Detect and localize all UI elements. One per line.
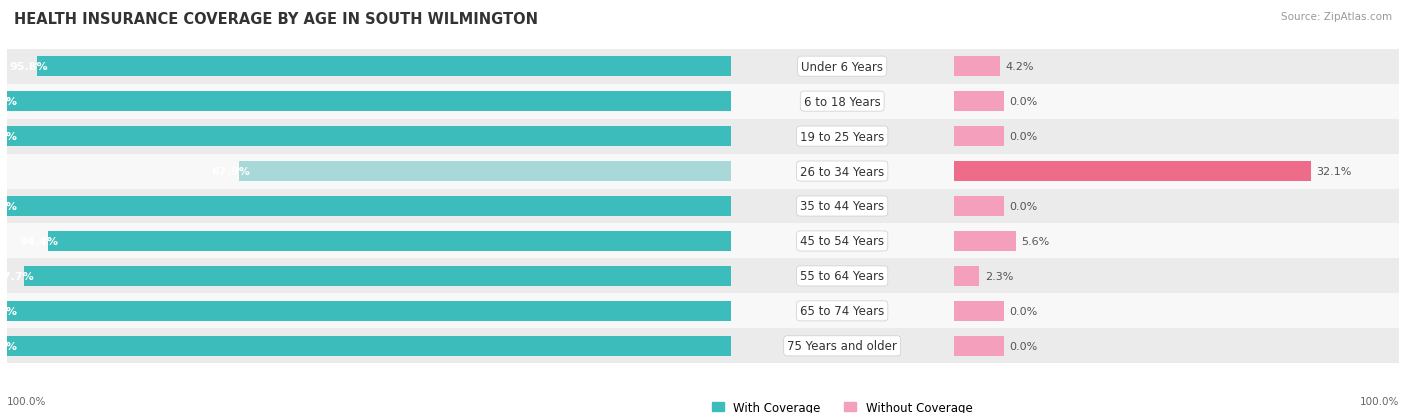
- Bar: [953, 259, 1399, 294]
- Text: 100.0%: 100.0%: [1360, 396, 1399, 406]
- Text: 75 Years and older: 75 Years and older: [787, 339, 897, 352]
- Text: 100.0%: 100.0%: [0, 306, 18, 316]
- Bar: [953, 57, 1000, 77]
- Bar: [953, 224, 1399, 259]
- Text: 100.0%: 100.0%: [0, 202, 18, 211]
- Bar: [953, 127, 1004, 147]
- Bar: [953, 266, 979, 286]
- Text: 0.0%: 0.0%: [1010, 202, 1038, 211]
- Text: 4.2%: 4.2%: [1005, 62, 1035, 72]
- Bar: [953, 294, 1399, 329]
- Bar: [7, 294, 731, 329]
- Bar: [953, 197, 1004, 216]
- Text: 0.0%: 0.0%: [1010, 97, 1038, 107]
- Text: 0.0%: 0.0%: [1010, 306, 1038, 316]
- Bar: [731, 154, 953, 189]
- Text: 100.0%: 100.0%: [7, 396, 46, 406]
- Text: 45 to 54 Years: 45 to 54 Years: [800, 235, 884, 248]
- Bar: [731, 329, 953, 363]
- Bar: [7, 197, 731, 216]
- Bar: [7, 92, 731, 112]
- Text: 67.9%: 67.9%: [211, 166, 250, 177]
- Text: Source: ZipAtlas.com: Source: ZipAtlas.com: [1281, 12, 1392, 22]
- Bar: [7, 119, 731, 154]
- Bar: [239, 161, 731, 182]
- Text: 32.1%: 32.1%: [1316, 166, 1353, 177]
- Text: 55 to 64 Years: 55 to 64 Years: [800, 270, 884, 283]
- Bar: [7, 84, 731, 119]
- Text: 100.0%: 100.0%: [0, 341, 18, 351]
- Text: 5.6%: 5.6%: [1022, 236, 1050, 247]
- Bar: [7, 329, 731, 363]
- Bar: [7, 127, 731, 147]
- Bar: [953, 336, 1004, 356]
- Bar: [953, 50, 1399, 84]
- Bar: [731, 259, 953, 294]
- Text: 97.7%: 97.7%: [0, 271, 35, 281]
- Bar: [953, 84, 1399, 119]
- Bar: [953, 329, 1399, 363]
- Text: 35 to 44 Years: 35 to 44 Years: [800, 200, 884, 213]
- Text: HEALTH INSURANCE COVERAGE BY AGE IN SOUTH WILMINGTON: HEALTH INSURANCE COVERAGE BY AGE IN SOUT…: [14, 12, 538, 27]
- Text: 95.8%: 95.8%: [10, 62, 48, 72]
- Bar: [731, 50, 953, 84]
- Bar: [731, 294, 953, 329]
- Text: 26 to 34 Years: 26 to 34 Years: [800, 165, 884, 178]
- Bar: [953, 119, 1399, 154]
- Bar: [953, 92, 1004, 112]
- Bar: [953, 189, 1399, 224]
- Bar: [7, 224, 731, 259]
- Bar: [731, 119, 953, 154]
- Bar: [731, 224, 953, 259]
- Bar: [731, 84, 953, 119]
- Text: 19 to 25 Years: 19 to 25 Years: [800, 130, 884, 143]
- Bar: [24, 266, 731, 286]
- Bar: [7, 189, 731, 224]
- Bar: [953, 154, 1399, 189]
- Bar: [953, 161, 1310, 182]
- Bar: [7, 259, 731, 294]
- Text: 100.0%: 100.0%: [0, 132, 18, 142]
- Legend: With Coverage, Without Coverage: With Coverage, Without Coverage: [711, 401, 973, 413]
- Bar: [38, 57, 731, 77]
- Text: 65 to 74 Years: 65 to 74 Years: [800, 305, 884, 318]
- Text: 0.0%: 0.0%: [1010, 132, 1038, 142]
- Bar: [953, 301, 1004, 321]
- Text: 2.3%: 2.3%: [984, 271, 1014, 281]
- Bar: [731, 189, 953, 224]
- Text: 94.4%: 94.4%: [20, 236, 59, 247]
- Bar: [7, 154, 731, 189]
- Text: 6 to 18 Years: 6 to 18 Years: [804, 95, 880, 108]
- Bar: [7, 50, 731, 84]
- Text: 100.0%: 100.0%: [0, 97, 18, 107]
- Bar: [7, 336, 731, 356]
- Bar: [7, 301, 731, 321]
- Bar: [953, 231, 1017, 252]
- Text: 0.0%: 0.0%: [1010, 341, 1038, 351]
- Bar: [48, 231, 731, 252]
- Text: Under 6 Years: Under 6 Years: [801, 61, 883, 74]
